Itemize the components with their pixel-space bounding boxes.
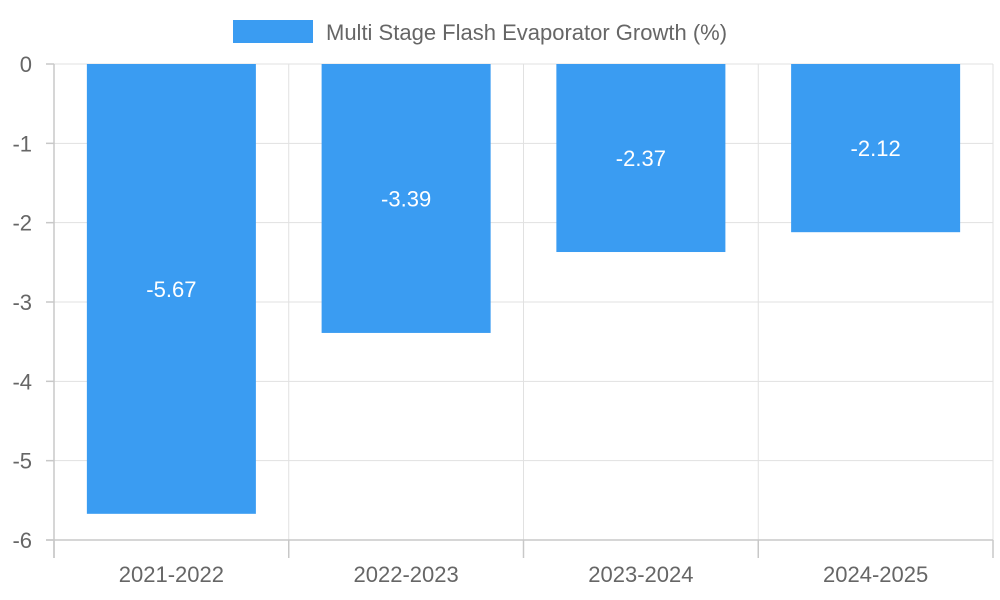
y-tick-label: -6 xyxy=(12,528,32,553)
bar[interactable] xyxy=(556,64,726,253)
x-tick-label: 2023-2024 xyxy=(588,562,693,587)
y-tick-label: -5 xyxy=(12,449,32,474)
legend[interactable]: Multi Stage Flash Evaporator Growth (%) xyxy=(233,20,727,45)
data-label: -3.39 xyxy=(381,186,431,211)
legend-label: Multi Stage Flash Evaporator Growth (%) xyxy=(326,20,727,45)
y-tick-label: -4 xyxy=(12,369,32,394)
y-tick-label: -2 xyxy=(12,211,32,236)
bar[interactable] xyxy=(321,64,491,333)
x-tick-label: 2022-2023 xyxy=(354,562,459,587)
bars xyxy=(86,64,961,514)
legend-swatch xyxy=(233,20,313,43)
data-label: -2.12 xyxy=(851,136,901,161)
bar[interactable] xyxy=(791,64,961,233)
bar[interactable] xyxy=(86,64,256,514)
data-label: -5.67 xyxy=(146,277,196,302)
axes xyxy=(46,63,994,558)
data-label: -2.37 xyxy=(616,146,666,171)
y-tick-label: 0 xyxy=(20,52,32,77)
y-tick-label: -1 xyxy=(12,131,32,156)
labels: 0 -1 -2 -3 -4 -5 -6 -5.67 2021-2022 -3.39 2022-202… xyxy=(12,52,928,587)
x-tick-label: 2024-2025 xyxy=(823,562,928,587)
x-tick-label: 2021-2022 xyxy=(119,562,224,587)
y-tick-label: -3 xyxy=(12,290,32,315)
